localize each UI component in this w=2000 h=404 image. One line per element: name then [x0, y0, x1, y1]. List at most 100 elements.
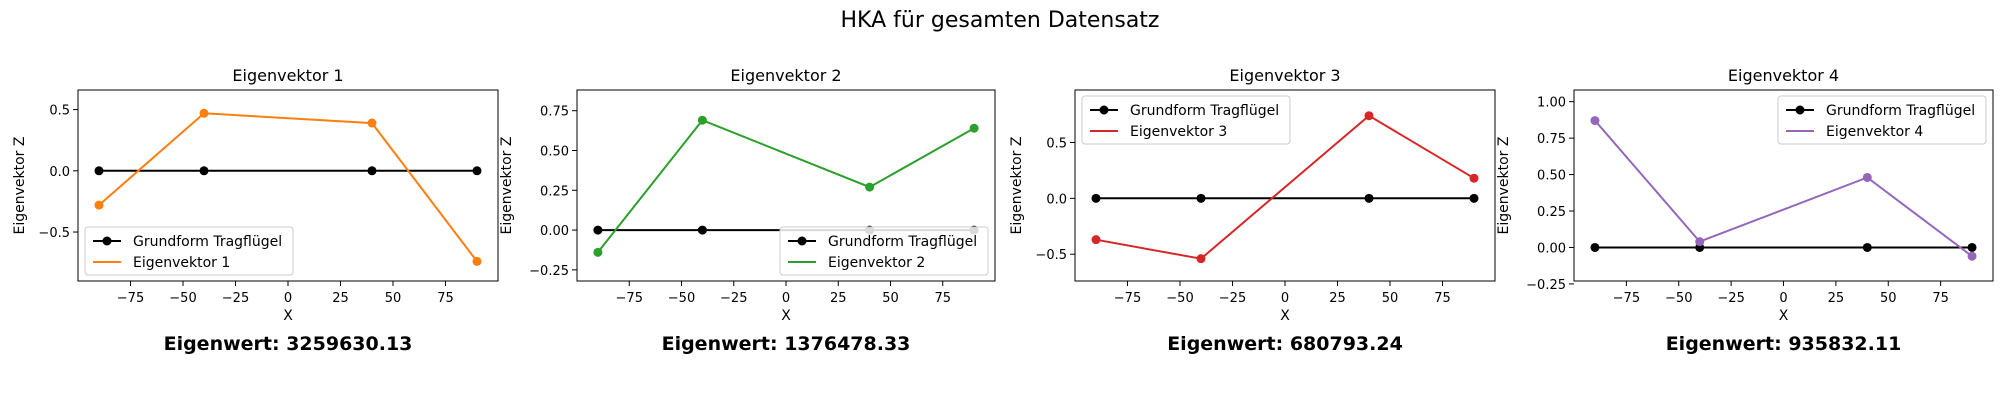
axes-frame	[576, 89, 996, 282]
x-tick-label: 0	[1779, 291, 1787, 306]
legend-swatch-marker	[1795, 105, 1805, 115]
legend-label: Eigenvektor 2	[828, 255, 925, 271]
x-axis-label: X	[1280, 308, 1290, 324]
y-tick-label: 0.25	[1537, 205, 1566, 220]
x-tick-label: −75	[1114, 291, 1141, 306]
x-tick-label: 25	[332, 291, 349, 306]
y-tick-label: 0.50	[1537, 169, 1566, 184]
eigenvector-point	[969, 123, 979, 133]
x-tick-label: 50	[1382, 291, 1399, 306]
x-tick-label: −75	[117, 291, 144, 306]
legend-box	[84, 226, 294, 276]
eigenvector-point	[1695, 237, 1705, 247]
figure-suptitle: HKA für gesamten Datensatz	[841, 8, 1160, 33]
x-tick-label: 75	[437, 291, 454, 306]
legend: Grundform Tragflügel Eigenvektor 3	[1081, 95, 1291, 145]
subplot-4: Eigenvektor 4 −75 −50 −25 0 25 50 75 −0.25 0.00 0.…	[1496, 66, 1994, 355]
x-axis-label: X	[283, 308, 293, 324]
eigenvector-point	[199, 108, 209, 118]
y-axis-label: Eigenvektor Z	[499, 137, 515, 235]
eigenvector-point	[472, 256, 482, 266]
baseline-point	[1091, 193, 1101, 203]
x-tick-label: 25	[1828, 291, 1845, 306]
legend-label: Grundform Tragflügel	[828, 234, 977, 250]
x-axis-label: X	[781, 308, 791, 324]
y-tick-label: 0.75	[540, 105, 569, 120]
x-tick-label: 0	[284, 291, 292, 306]
legend-box	[1777, 95, 1987, 145]
y-axis-label: Eigenvektor Z	[1496, 137, 1512, 235]
subplot-title: Eigenvektor 3	[1229, 66, 1340, 85]
x-tick-label: 50	[882, 291, 899, 306]
legend: Grundform Tragflügel Eigenvektor 1	[84, 226, 294, 276]
legend-label: Eigenvektor 1	[133, 255, 230, 271]
eigenvector-point	[697, 115, 707, 125]
subplot-title: Eigenvektor 2	[730, 66, 841, 85]
subplot-2: Eigenvektor 2 −75 −50 −25 0 25 50 75 −0.25 0.00 0.…	[499, 66, 996, 355]
x-axis-label: X	[1779, 308, 1789, 324]
x-tick-label: −50	[1166, 291, 1193, 306]
eigenvalue-label: Eigenwert: 935832.11	[1666, 333, 1902, 355]
x-tick-label: 75	[1932, 291, 1949, 306]
legend-box	[779, 226, 989, 276]
eigenvector-point	[1967, 251, 1977, 261]
x-tick-label: 50	[385, 291, 402, 306]
eigenvector-point	[1862, 172, 1872, 182]
legend-swatch-marker	[797, 236, 807, 246]
y-tick-label: 1.00	[1537, 96, 1566, 111]
baseline-point	[367, 166, 377, 176]
y-tick-label: 0.0	[49, 165, 70, 180]
eigenvector-point	[1469, 173, 1479, 183]
y-axis-label: Eigenvektor Z	[12, 137, 28, 235]
subplot-title: Eigenvektor 1	[232, 66, 343, 85]
y-tick-label: 0.75	[1537, 132, 1566, 147]
legend-label: Grundform Tragflügel	[1826, 103, 1975, 119]
y-tick-label: −0.5	[1035, 248, 1067, 263]
eigenvector-point	[865, 182, 875, 192]
subplot-panels: Eigenvektor 1 −75 −50 −25 0 25 50 75 −0.5 0.0 0.5 X…	[12, 66, 1994, 355]
legend-box	[1081, 95, 1291, 145]
baseline-point	[1196, 193, 1206, 203]
x-tick-label: −75	[1613, 291, 1640, 306]
x-tick-label: −75	[616, 291, 643, 306]
eigenvector-point	[1196, 254, 1206, 264]
eigenvector-series-line	[98, 112, 478, 263]
legend-label: Eigenvektor 3	[1130, 124, 1227, 140]
axes-frame	[1074, 89, 1496, 282]
x-tick-label: 50	[1880, 291, 1897, 306]
legend-label: Eigenvektor 4	[1826, 124, 1923, 140]
baseline-point	[1469, 193, 1479, 203]
x-tick-label: −25	[1219, 291, 1246, 306]
baseline-point	[472, 166, 482, 176]
x-tick-label: −50	[1665, 291, 1692, 306]
legend-label: Grundform Tragflügel	[1130, 103, 1279, 119]
y-tick-label: −0.25	[529, 264, 569, 279]
eigenvector-point	[367, 118, 377, 128]
legend-label: Grundform Tragflügel	[133, 234, 282, 250]
baseline-point	[593, 225, 603, 235]
y-tick-label: 0.5	[49, 104, 70, 119]
baseline-point	[1862, 242, 1872, 252]
baseline-point	[1364, 193, 1374, 203]
eigenvalue-label: Eigenwert: 3259630.13	[164, 333, 413, 355]
y-tick-label: 0.0	[1046, 192, 1067, 207]
eigenvector-point	[94, 200, 104, 210]
eigenvector-series-line	[1594, 119, 1973, 257]
eigenvalue-label: Eigenwert: 1376478.33	[662, 333, 911, 355]
y-tick-label: 0.50	[540, 144, 569, 159]
x-tick-label: −25	[222, 291, 249, 306]
y-tick-label: −0.5	[38, 226, 70, 241]
y-tick-label: 0.5	[1046, 136, 1067, 151]
x-tick-label: 0	[782, 291, 790, 306]
baseline-point	[94, 166, 104, 176]
baseline-point	[697, 225, 707, 235]
x-tick-label: −50	[668, 291, 695, 306]
subplot-title: Eigenvektor 4	[1728, 66, 1839, 85]
legend: Grundform Tragflügel Eigenvektor 4	[1777, 95, 1987, 145]
x-tick-label: 25	[1329, 291, 1346, 306]
y-tick-label: 0.00	[1537, 241, 1566, 256]
eigenvector-series-line	[597, 118, 975, 253]
legend-swatch-marker	[102, 236, 112, 246]
